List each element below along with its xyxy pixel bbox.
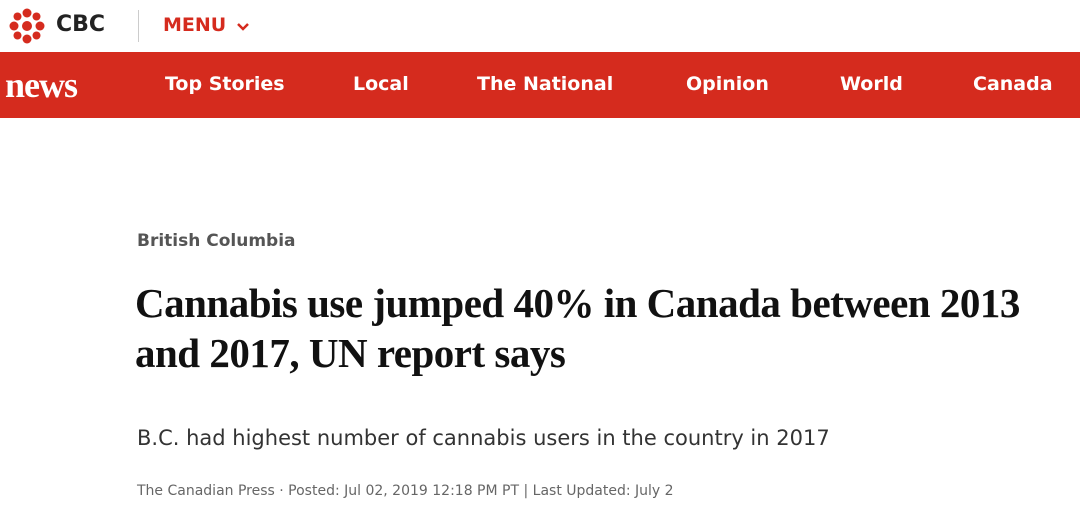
nav-item[interactable]: Top Stories <box>165 73 285 95</box>
nav-item[interactable]: World <box>840 73 903 95</box>
byline: The Canadian Press · Posted: Jul 02, 201… <box>137 483 674 499</box>
news-brand[interactable]: news <box>5 65 78 105</box>
subheadline: B.C. had highest number of cannabis user… <box>137 426 830 450</box>
nav-item[interactable]: Opinion <box>686 73 769 95</box>
nav-item[interactable]: The National <box>477 73 614 95</box>
top-bar: CBC MENU <box>0 0 1080 52</box>
logo-text[interactable]: CBC <box>56 12 106 37</box>
menu-chevron[interactable] <box>236 22 250 32</box>
section-label[interactable]: British Columbia <box>137 231 296 251</box>
cbc-gem[interactable] <box>8 8 46 44</box>
headline: Cannabis use jumped 40% in Canada betwee… <box>135 280 1020 376</box>
divider <box>138 10 139 42</box>
nav-item[interactable]: Canada <box>973 73 1053 95</box>
menu-button[interactable]: MENU <box>163 14 227 36</box>
nav-item[interactable]: Local <box>353 73 409 95</box>
nav-bar: news Top Stories Local The National Opinion… <box>0 52 1080 118</box>
